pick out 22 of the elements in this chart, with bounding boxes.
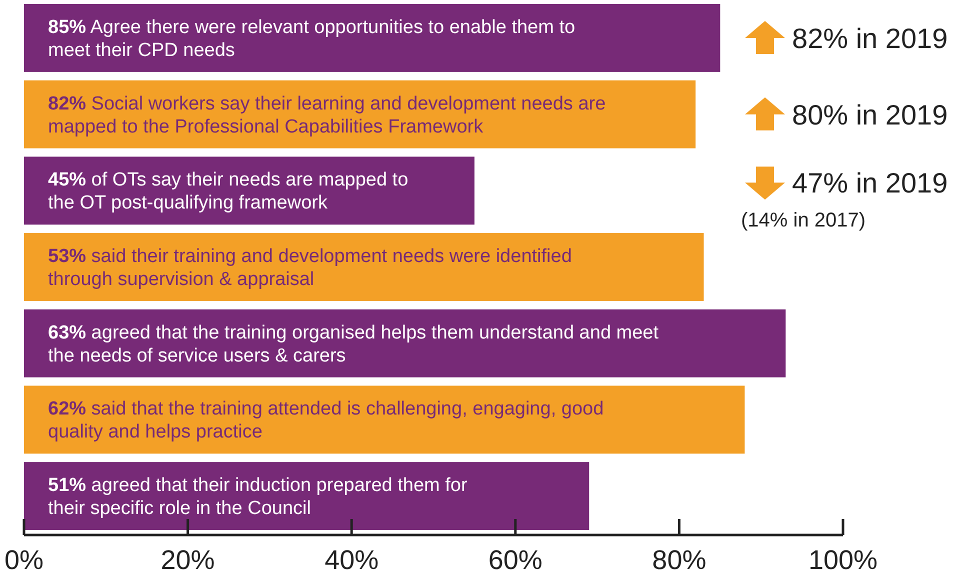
y-tick-label: 85% Agree there were relevant opportunities to enable them to meet their CPD needs bbox=[48, 16, 576, 61]
annotation: 80% in 2019 bbox=[792, 99, 948, 130]
annotation: (14% in 2017) bbox=[741, 210, 866, 232]
bar bbox=[24, 233, 704, 301]
y-tick-label: 63% agreed that the training organised helps them understand and meet the needs of service users & carers bbox=[48, 322, 660, 366]
annotation: 47% in 2019 bbox=[792, 168, 948, 199]
bar bbox=[24, 462, 590, 530]
bar bbox=[24, 4, 720, 72]
y-tick-label: 53% said their training and development needs were identified through supervision & appraisal bbox=[48, 246, 572, 290]
y-tick-label: 82% Social workers say their learning and development needs are mapped to the Professional Capabilities Framework bbox=[48, 93, 606, 138]
x-tick-label: 20% bbox=[160, 545, 215, 575]
y-tick-label: 62% said that the training attended is challenging, engaging, good quality and helps practice bbox=[48, 398, 604, 443]
x-tick-label: 60% bbox=[488, 545, 542, 575]
bar bbox=[24, 309, 786, 378]
x-tick-label: 40% bbox=[324, 545, 379, 575]
y-tick-label: 45% of OTs say their needs are mapped to the OT post-qualifying framework bbox=[48, 170, 408, 214]
y-tick-label: 51% agreed that their induction prepared them for their specific role in the Council bbox=[48, 475, 468, 520]
x-tick-label: 80% bbox=[652, 545, 706, 575]
x-tick-label: 100% bbox=[808, 545, 878, 575]
annotation: 82% in 2019 bbox=[792, 22, 948, 54]
bar bbox=[24, 386, 745, 454]
x-tick-label: 0% bbox=[4, 545, 44, 575]
